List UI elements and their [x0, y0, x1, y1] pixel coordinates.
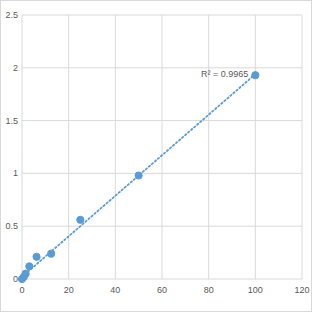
y-tick-label: 0.5	[5, 221, 18, 231]
chart-border	[1, 1, 312, 312]
data-point	[33, 253, 40, 260]
x-tick-label: 40	[110, 285, 120, 295]
x-grid-line	[115, 15, 116, 279]
r-squared-label: R² = 0.9965	[201, 69, 248, 79]
y-tick-label: 2.5	[5, 10, 18, 20]
plot-marks	[18, 72, 259, 283]
trendline	[22, 74, 255, 277]
x-grid-line	[22, 15, 23, 279]
y-tick-label: 1.5	[5, 116, 18, 126]
x-tick-label: 60	[157, 285, 167, 295]
x-grid-line	[208, 15, 209, 279]
x-tick-label: 100	[248, 285, 263, 295]
y-tick-label: 0	[13, 274, 18, 284]
y-tick-label: 1	[13, 168, 18, 178]
x-grid-line	[302, 15, 303, 279]
x-grid-line	[162, 15, 163, 279]
data-point	[77, 216, 84, 223]
x-tick-label: 80	[204, 285, 214, 295]
x-tick-label: 120	[294, 285, 309, 295]
x-grid-line	[255, 15, 256, 279]
x-tick-label: 20	[64, 285, 74, 295]
x-tick-label: 0	[19, 285, 24, 295]
x-grid-line	[68, 15, 69, 279]
chart: 0 0.5 1 1.5 2 2.5 0 20 40 60 80 100 120 R² = 0.9965	[0, 0, 312, 312]
y-tick-label: 2	[13, 63, 18, 73]
